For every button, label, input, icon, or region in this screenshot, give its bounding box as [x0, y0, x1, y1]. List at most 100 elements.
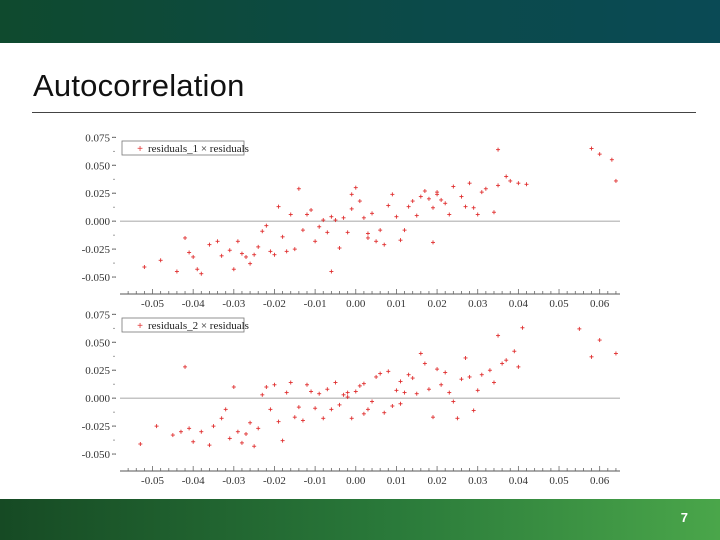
data-point	[142, 265, 147, 269]
data-point	[349, 416, 354, 421]
data-point	[479, 190, 484, 195]
data-point	[402, 228, 407, 233]
data-point	[252, 444, 257, 449]
data-point	[304, 382, 309, 387]
x-tick-label: 0.05	[549, 298, 569, 310]
data-point	[345, 395, 350, 400]
data-point	[491, 380, 496, 385]
autocorrelation-chart: -0.050 -0.025 0.000 0.025 0.050 0.075 -0.05 -0…	[82, 132, 620, 484]
x-tick-label: -0.01	[304, 298, 327, 310]
data-point	[398, 379, 403, 384]
data-point	[333, 380, 338, 385]
y-tick-label: 0.025	[85, 365, 110, 377]
legend-marker: +	[137, 144, 143, 155]
data-point	[435, 190, 440, 195]
y-tick-label: 0.050	[85, 337, 110, 349]
data-point	[597, 152, 602, 157]
data-point	[264, 223, 269, 228]
data-point	[459, 194, 464, 199]
x-tick-label: -0.04	[182, 298, 205, 310]
data-point	[268, 249, 273, 254]
data-point	[378, 371, 383, 376]
data-point	[284, 390, 289, 395]
data-point	[402, 390, 407, 395]
data-point	[370, 399, 375, 404]
data-point	[199, 271, 204, 276]
x-tick-label: 0.06	[590, 475, 610, 484]
legend-marker: +	[137, 321, 143, 332]
data-point	[195, 267, 200, 272]
data-point	[215, 239, 220, 244]
data-point	[406, 204, 411, 209]
data-point	[496, 183, 501, 188]
data-point	[475, 212, 480, 217]
x-tick-label: 0.06	[590, 298, 610, 310]
title-divider	[32, 112, 696, 113]
data-point	[431, 415, 436, 420]
data-point	[361, 215, 366, 220]
data-point	[280, 234, 285, 239]
data-point	[418, 194, 423, 199]
data-point	[248, 261, 253, 266]
data-point	[447, 390, 452, 395]
data-point	[500, 361, 505, 366]
data-point	[378, 228, 383, 233]
data-point	[414, 213, 419, 218]
data-point	[406, 372, 411, 377]
data-point	[353, 185, 358, 190]
data-point	[386, 203, 391, 208]
data-point	[374, 239, 379, 244]
data-point	[288, 380, 293, 385]
legend-label: residuals_1 × residuals	[148, 143, 249, 155]
data-point	[471, 408, 476, 413]
x-tick-label: -0.01	[304, 475, 327, 484]
data-point	[589, 354, 594, 359]
header-band	[0, 0, 720, 43]
data-point	[508, 178, 513, 183]
data-point	[520, 325, 525, 330]
data-point	[256, 244, 261, 249]
data-point	[313, 239, 318, 244]
data-point	[199, 429, 204, 434]
data-point	[300, 228, 305, 233]
y-tick-label: -0.025	[82, 244, 111, 256]
data-point	[154, 424, 159, 429]
data-point	[382, 242, 387, 247]
data-point	[333, 218, 338, 223]
data-point	[426, 196, 431, 201]
legend-box	[121, 317, 245, 333]
data-point	[447, 212, 452, 217]
y-tick-label: 0.000	[85, 393, 110, 405]
slide-title: Autocorrelation	[33, 68, 245, 103]
data-point	[467, 181, 472, 186]
data-point	[414, 391, 419, 396]
data-point	[341, 392, 346, 397]
data-point	[284, 249, 289, 254]
y-tick-label: 0.075	[85, 309, 110, 321]
data-point	[504, 174, 509, 179]
data-point	[451, 399, 456, 404]
data-point	[422, 361, 427, 366]
data-point	[211, 424, 216, 429]
points-layer	[138, 325, 618, 449]
data-point	[313, 406, 318, 411]
data-point	[410, 199, 415, 204]
data-point	[455, 416, 460, 421]
page-number: 7	[680, 510, 688, 525]
y-tick-label: -0.050	[82, 449, 111, 461]
data-point	[524, 182, 529, 187]
data-point	[191, 254, 196, 259]
y-tick-label: -0.025	[82, 421, 111, 433]
data-point	[463, 355, 468, 360]
data-point	[418, 351, 423, 356]
x-tick-label: -0.02	[263, 298, 286, 310]
data-point	[329, 214, 334, 219]
data-point	[309, 389, 314, 394]
x-axis: -0.05 -0.04 -0.03 -0.02 -0.01 0.00 0.01 0.02 0.0…	[120, 466, 620, 484]
data-point	[174, 269, 179, 274]
data-point	[365, 235, 370, 240]
data-point	[357, 383, 362, 388]
x-tick-label: -0.03	[222, 475, 245, 484]
data-point	[239, 440, 244, 445]
scatter-panel-2: -0.050 -0.025 0.000 0.025 0.050 0.075 -0.05 -0…	[82, 309, 620, 484]
